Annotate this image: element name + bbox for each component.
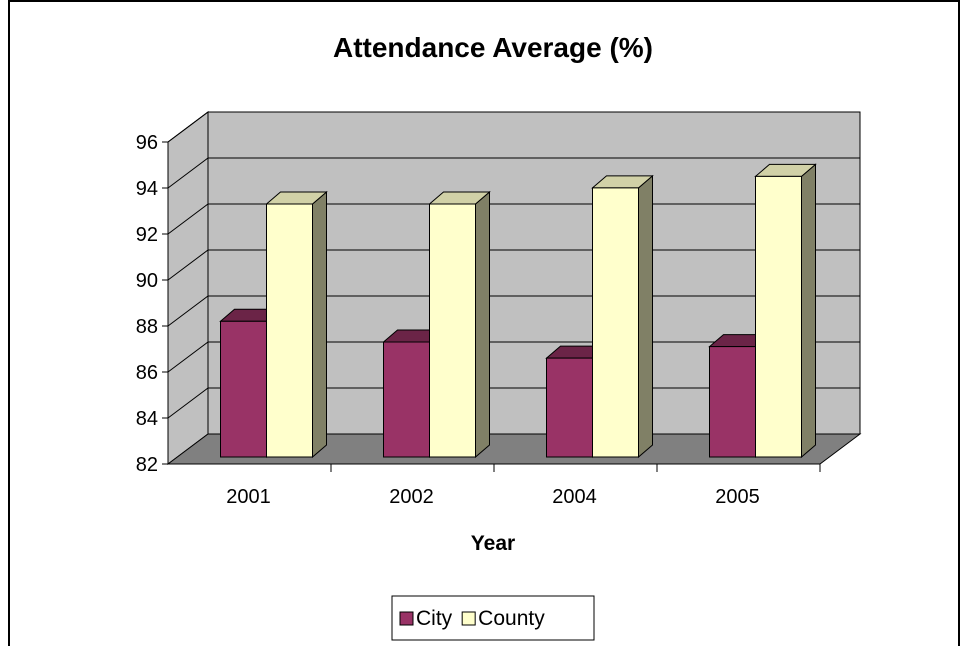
bar-county-2004 [591, 174, 654, 459]
bar-county-2001 [265, 190, 328, 459]
y-tick-label: 82 [136, 454, 158, 476]
bar-front [383, 341, 430, 458]
x-axis-ticks: 2001 2002 2004 2005 [168, 463, 821, 508]
bar-side [475, 190, 490, 459]
y-tick-label: 86 [136, 362, 158, 384]
legend: City County [391, 595, 595, 641]
bar-front [429, 203, 476, 458]
legend-swatch-county [461, 611, 476, 626]
bar-front [709, 346, 756, 458]
bar-side [801, 163, 816, 459]
x-tick-label: 2005 [715, 486, 760, 508]
bar-front [592, 187, 639, 458]
x-tick-label: 2002 [389, 486, 434, 508]
y-tick-label: 94 [136, 178, 158, 200]
y-tick-label: 88 [136, 316, 158, 338]
legend-label-city: City [416, 607, 453, 630]
gridline [167, 111, 860, 143]
gridline [167, 157, 860, 189]
bar-county-2002 [428, 190, 491, 459]
bar-front [546, 357, 593, 458]
side-wall [167, 111, 209, 465]
bar-front [266, 203, 313, 458]
legend-label-county: County [478, 607, 545, 630]
y-axis-ticks: 82 84 86 88 90 92 94 96 [136, 132, 169, 476]
y-tick-label: 84 [136, 408, 158, 430]
y-tick-label: 92 [136, 224, 158, 246]
x-axis-label: Year [471, 532, 515, 555]
legend-swatch-city [399, 611, 414, 626]
bar-side [638, 174, 653, 459]
legend-box [391, 595, 595, 641]
x-tick-label: 2004 [552, 486, 597, 508]
chart-title: Attendance Average (%) [333, 32, 653, 63]
x-tick-label: 2001 [226, 486, 271, 508]
y-tick-label: 96 [136, 132, 158, 154]
bar-county-2005 [754, 163, 817, 459]
bar-side [312, 190, 327, 459]
y-tick-label: 90 [136, 270, 158, 292]
bar-front [220, 320, 267, 458]
chart-bars [219, 163, 817, 459]
bar-front [755, 175, 802, 458]
